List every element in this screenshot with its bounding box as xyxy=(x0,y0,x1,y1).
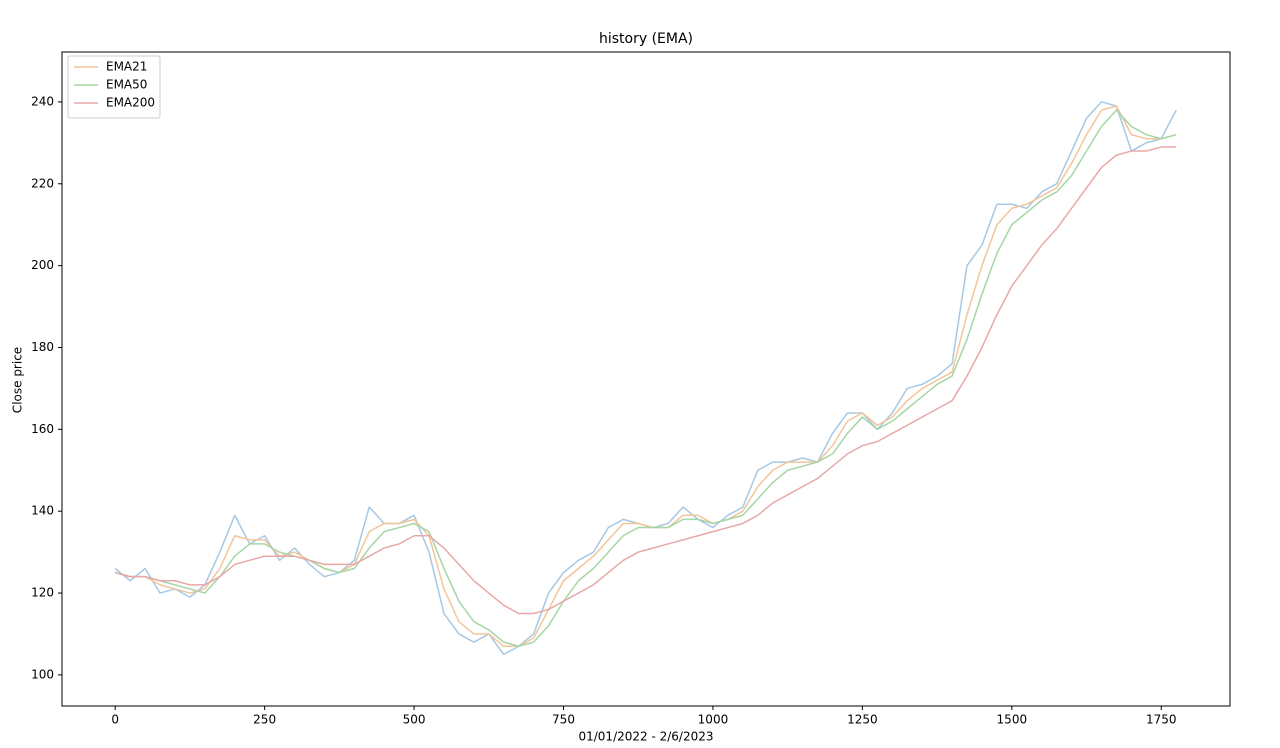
series-line xyxy=(115,109,1177,647)
y-tick-label: 200 xyxy=(31,258,54,272)
legend-label: EMA200 xyxy=(106,96,155,110)
legend-label: EMA50 xyxy=(106,78,147,92)
x-tick-label: 750 xyxy=(552,713,575,727)
y-tick-label: 120 xyxy=(31,586,54,600)
series-line xyxy=(115,105,1177,647)
x-tick-label: 1250 xyxy=(847,713,878,727)
x-tick-label: 1750 xyxy=(1146,713,1177,727)
series-line xyxy=(115,146,1177,615)
y-tick-label: 220 xyxy=(31,176,54,190)
plot-frame xyxy=(61,51,1231,707)
x-tick-label: 0 xyxy=(111,713,119,727)
x-tick-label: 1000 xyxy=(698,713,729,727)
series-line xyxy=(114,101,1177,656)
legend-label: EMA21 xyxy=(106,60,147,74)
chart-title: history (EMA) xyxy=(599,31,693,47)
y-tick-label: 180 xyxy=(31,340,54,354)
x-tick-label: 1500 xyxy=(997,713,1028,727)
y-tick-label: 100 xyxy=(31,667,54,681)
x-tick-label: 250 xyxy=(253,713,276,727)
x-axis-label: 01/01/2022 - 2/6/2023 xyxy=(578,730,713,744)
x-tick-label: 500 xyxy=(403,713,426,727)
y-tick-label: 140 xyxy=(31,504,54,518)
y-tick-label: 160 xyxy=(31,422,54,436)
y-tick-label: 240 xyxy=(31,94,54,108)
y-axis-label: Close price xyxy=(11,347,25,413)
